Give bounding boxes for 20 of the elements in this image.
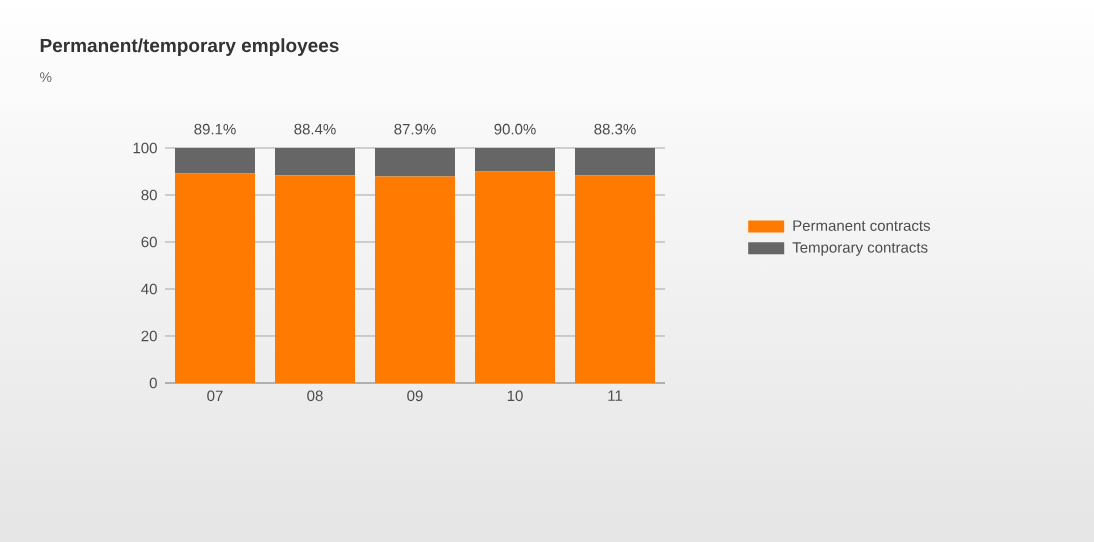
- y-tick-label: 80: [141, 189, 157, 201]
- legend-label: Permanent contracts: [793, 220, 931, 231]
- y-tick-label: 40: [141, 283, 157, 295]
- y-tick-label: 60: [141, 236, 157, 248]
- y-tick-label: 20: [141, 330, 157, 342]
- legend-label: Temporary contracts: [792, 242, 928, 256]
- data-label: 87.9%: [394, 123, 436, 135]
- data-label: 89.1%: [194, 123, 236, 135]
- x-tick-label: 11: [608, 390, 623, 401]
- data-label: 88.3%: [594, 123, 636, 135]
- x-tick-label: 08: [307, 390, 323, 402]
- text: %: [40, 72, 52, 83]
- data-label: 90.0%: [494, 123, 536, 135]
- x-tick-label: 07: [207, 390, 223, 402]
- x-tick-label: 09: [407, 390, 423, 402]
- y-tick-label: 0: [149, 377, 157, 389]
- y-tick-label: 100: [133, 142, 157, 154]
- data-label: 88.4%: [294, 123, 336, 135]
- x-tick-label: 10: [507, 390, 523, 402]
- chart-title: Permanent/temporary employees: [40, 38, 339, 56]
